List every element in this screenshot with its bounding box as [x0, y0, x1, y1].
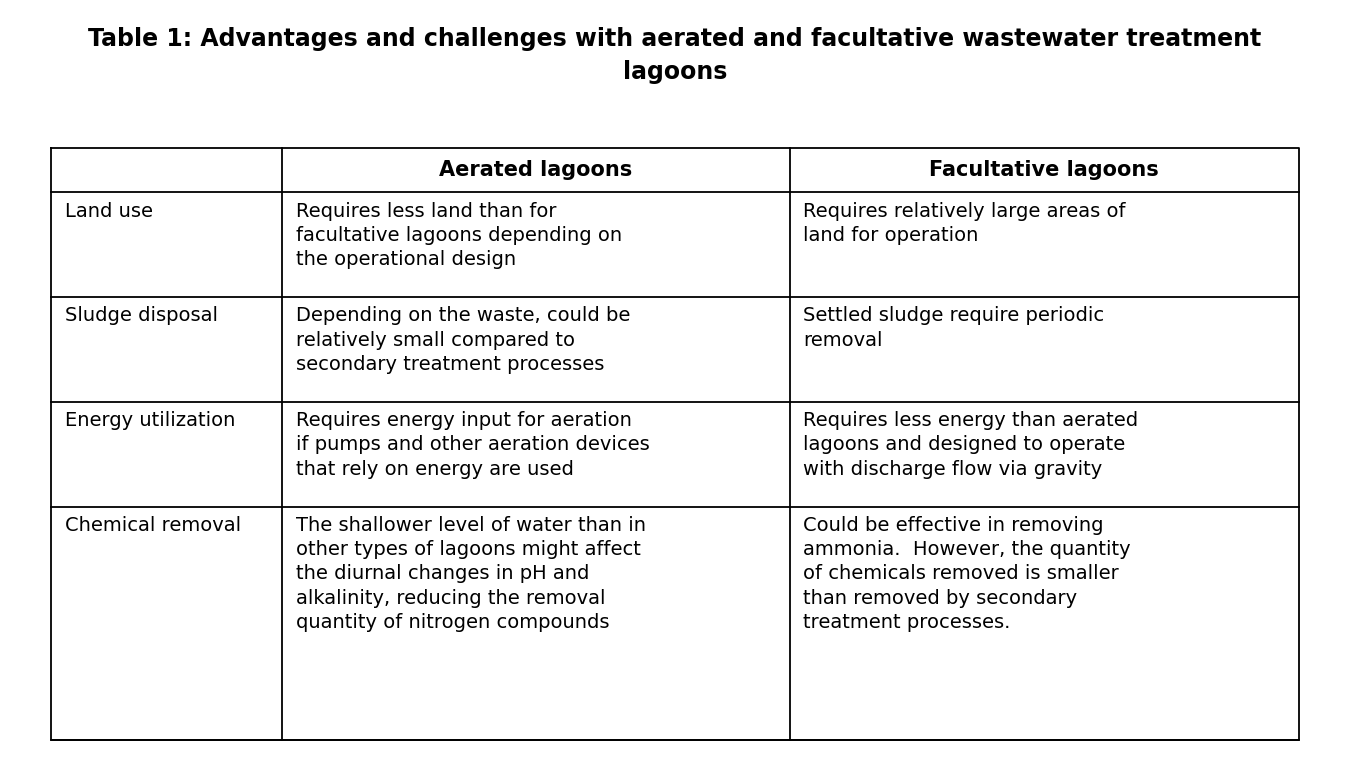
Text: Could be effective in removing
ammonia.  However, the quantity
of chemicals remo: Could be effective in removing ammonia. … [803, 516, 1131, 632]
Text: Settled sludge require periodic
removal: Settled sludge require periodic removal [803, 307, 1104, 350]
Text: Requires energy input for aeration
if pumps and other aeration devices
that rely: Requires energy input for aeration if pu… [296, 411, 649, 479]
Text: The shallower level of water than in
other types of lagoons might affect
the diu: The shallower level of water than in oth… [296, 516, 645, 632]
Text: Table 1: Advantages and challenges with aerated and facultative wastewater treat: Table 1: Advantages and challenges with … [88, 27, 1262, 84]
Text: Requires less energy than aerated
lagoons and designed to operate
with discharge: Requires less energy than aerated lagoon… [803, 411, 1138, 479]
Text: Energy utilization: Energy utilization [65, 411, 235, 430]
Text: Chemical removal: Chemical removal [65, 516, 240, 535]
Text: Sludge disposal: Sludge disposal [65, 307, 217, 326]
Text: Facultative lagoons: Facultative lagoons [929, 160, 1160, 180]
Text: Aerated lagoons: Aerated lagoons [439, 160, 633, 180]
Text: Requires less land than for
facultative lagoons depending on
the operational des: Requires less land than for facultative … [296, 201, 622, 269]
Text: Land use: Land use [65, 201, 153, 221]
Text: Depending on the waste, could be
relatively small compared to
secondary treatmen: Depending on the waste, could be relativ… [296, 307, 630, 373]
Text: Requires relatively large areas of
land for operation: Requires relatively large areas of land … [803, 201, 1126, 244]
